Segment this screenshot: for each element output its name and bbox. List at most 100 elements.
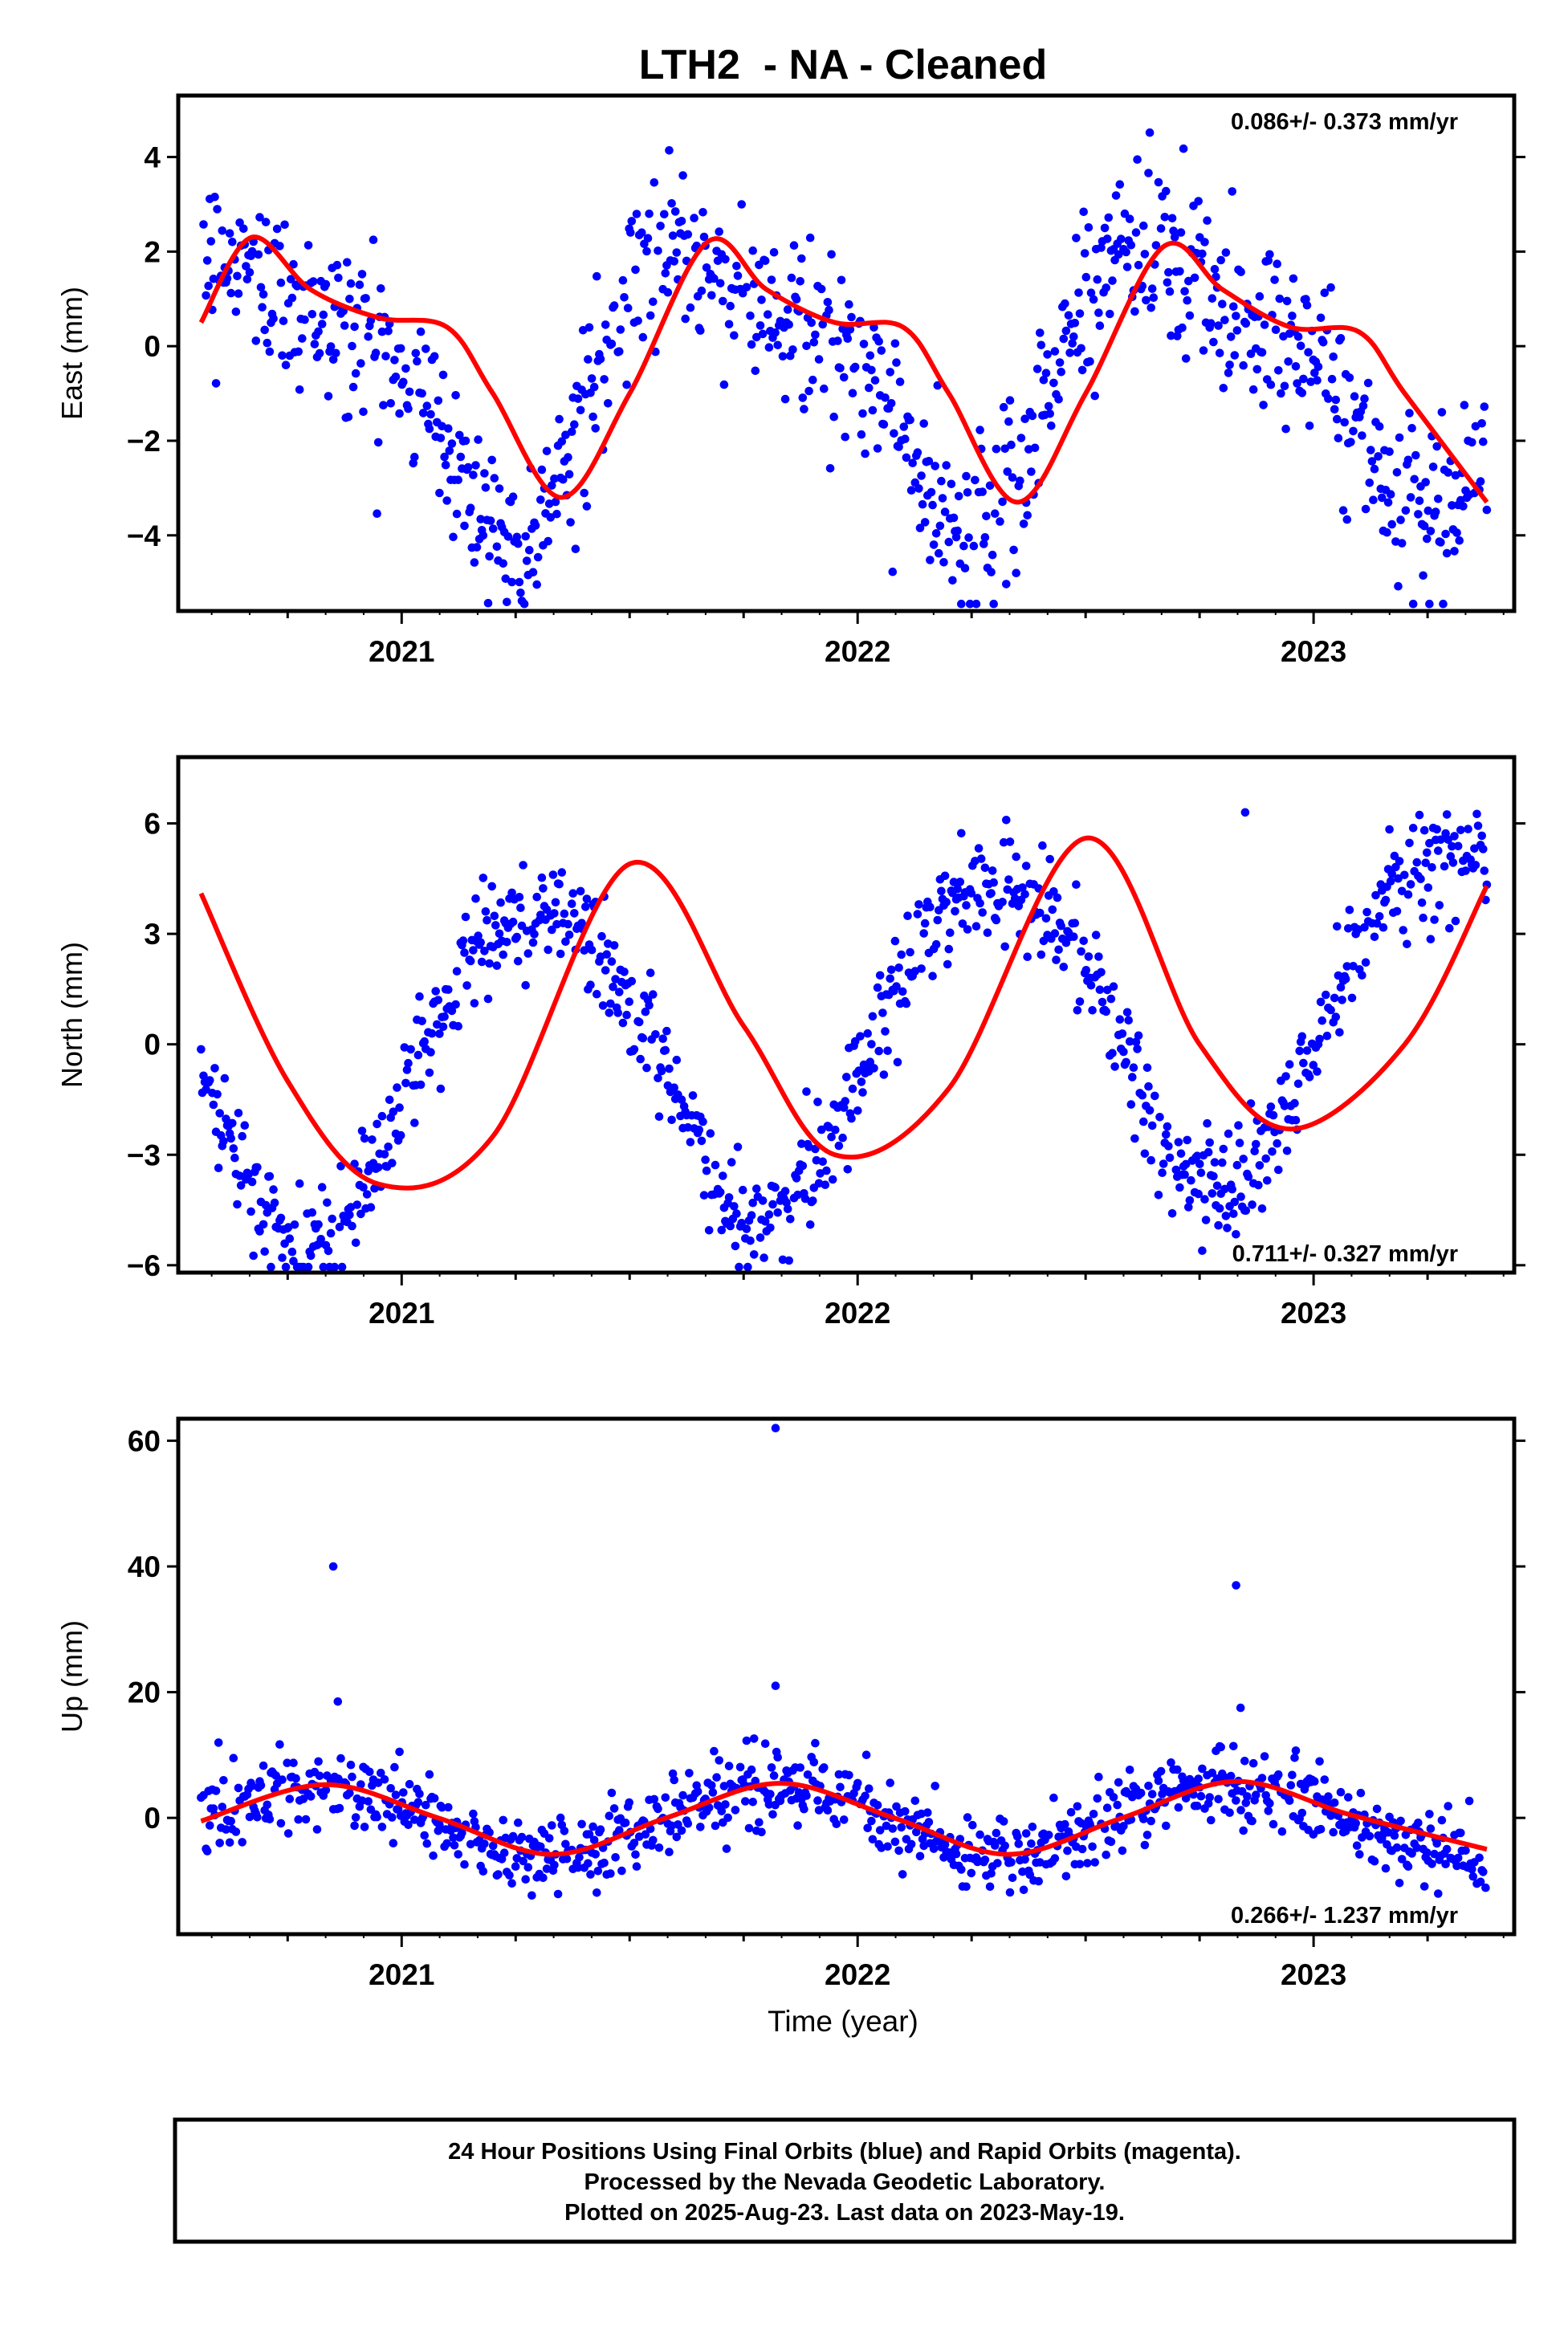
- north-data-point: [234, 1109, 243, 1118]
- north-data-point: [752, 1184, 761, 1193]
- up-data-point: [377, 1768, 385, 1778]
- north-data-point: [1305, 1073, 1314, 1081]
- north-data-point: [1273, 1139, 1281, 1148]
- north-plot-frame: [176, 755, 1517, 1275]
- east-data-point: [633, 316, 642, 325]
- up-data-point: [894, 1846, 903, 1855]
- north-data-point: [220, 1073, 230, 1083]
- up-data-point: [405, 1779, 414, 1789]
- east-data-point: [452, 509, 462, 519]
- north-data-point: [1218, 1158, 1227, 1167]
- east-data-point: [576, 405, 585, 415]
- east-data-point: [1019, 519, 1028, 528]
- east-data-point: [1007, 440, 1016, 450]
- east-data-point: [1023, 511, 1032, 520]
- up-data-point: [391, 1790, 401, 1799]
- north-data-point: [886, 974, 894, 984]
- up-data-point: [1205, 1793, 1214, 1802]
- north-data-point: [738, 1185, 747, 1195]
- up-data-point: [593, 1867, 603, 1876]
- north-data-point: [1338, 996, 1346, 1004]
- north-data-point: [890, 936, 900, 946]
- up-data-point: [450, 1841, 459, 1850]
- north-data-point: [557, 868, 567, 877]
- east-data-point: [364, 332, 373, 341]
- north-data-point: [1049, 887, 1058, 896]
- east-data-point: [1482, 505, 1492, 515]
- up-data-point: [1453, 1853, 1463, 1863]
- up-data-point: [1050, 1854, 1060, 1863]
- north-data-point: [942, 898, 951, 906]
- north-data-point: [460, 948, 469, 957]
- up-data-point: [1154, 1776, 1163, 1786]
- north-data-point: [858, 1088, 867, 1097]
- east-data-point: [1049, 378, 1058, 388]
- up-data-point: [1277, 1827, 1287, 1836]
- north-data-point: [219, 1137, 228, 1146]
- east-data-point: [300, 315, 309, 324]
- east-data-point: [1117, 234, 1126, 243]
- east-data-point: [783, 305, 792, 314]
- up-data-point: [494, 1870, 503, 1879]
- up-data-point: [1225, 1808, 1234, 1817]
- east-data-point: [1374, 452, 1383, 461]
- north-data-point: [406, 1045, 415, 1054]
- north-data-point: [906, 947, 914, 957]
- east-data-point: [269, 314, 278, 324]
- up-data-point: [410, 1815, 419, 1824]
- north-data-point: [1122, 1057, 1130, 1067]
- east-data-point: [825, 464, 835, 473]
- north-data-point: [444, 985, 453, 994]
- north-data-point: [749, 1250, 759, 1259]
- east-data-point: [536, 495, 545, 504]
- north-data-point: [556, 949, 565, 959]
- east-data-point: [914, 484, 923, 493]
- up-data-point: [1442, 1844, 1452, 1854]
- east-data-point: [1326, 283, 1335, 292]
- north-data-point: [278, 1253, 287, 1262]
- north-data-point: [1341, 975, 1350, 984]
- footer-line-1: 24 Hour Positions Using Final Orbits (bl…: [448, 2139, 1241, 2165]
- north-data-point: [306, 1251, 316, 1261]
- east-data-point: [591, 424, 600, 433]
- east-data-point: [567, 427, 576, 436]
- north-data-point: [438, 1022, 448, 1032]
- east-data-point: [1089, 295, 1098, 304]
- north-data-point: [1405, 838, 1414, 848]
- east-data-point: [1200, 238, 1209, 246]
- up-data-point: [1241, 1798, 1251, 1807]
- east-data-point: [618, 275, 628, 285]
- east-data-point: [1460, 401, 1469, 409]
- east-data-point: [870, 323, 878, 332]
- north-data-point: [560, 909, 569, 919]
- east-y-tick-label: −2: [127, 425, 161, 458]
- up-data-point: [768, 1810, 777, 1819]
- up-data-point: [1119, 1822, 1128, 1831]
- up-data-point: [275, 1740, 284, 1749]
- north-data-point: [1425, 838, 1434, 848]
- north-data-point: [1038, 841, 1047, 850]
- north-data-point: [210, 1064, 219, 1073]
- north-data-point: [645, 1000, 654, 1010]
- up-data-point: [404, 1820, 413, 1830]
- east-data-point: [332, 348, 340, 358]
- north-data-point: [1220, 1184, 1229, 1194]
- up-data-point: [865, 1784, 874, 1793]
- up-data-point: [444, 1802, 453, 1812]
- up-data-point: [1174, 1802, 1183, 1812]
- north-data-point: [661, 1045, 670, 1055]
- east-data-point: [438, 370, 448, 380]
- east-data-point: [780, 394, 790, 404]
- north-data-point: [1318, 1016, 1326, 1025]
- north-data-point: [783, 1204, 792, 1214]
- north-data-point: [249, 1251, 259, 1261]
- east-data-point: [1061, 299, 1069, 308]
- north-data-point: [1130, 1134, 1139, 1143]
- north-data-point: [357, 1126, 367, 1135]
- up-data-point: [1066, 1807, 1076, 1817]
- north-data-point: [480, 947, 489, 955]
- east-data-point: [999, 402, 1008, 412]
- up-data-point: [225, 1838, 234, 1847]
- east-data-point: [667, 199, 676, 208]
- east-data-point: [980, 533, 990, 542]
